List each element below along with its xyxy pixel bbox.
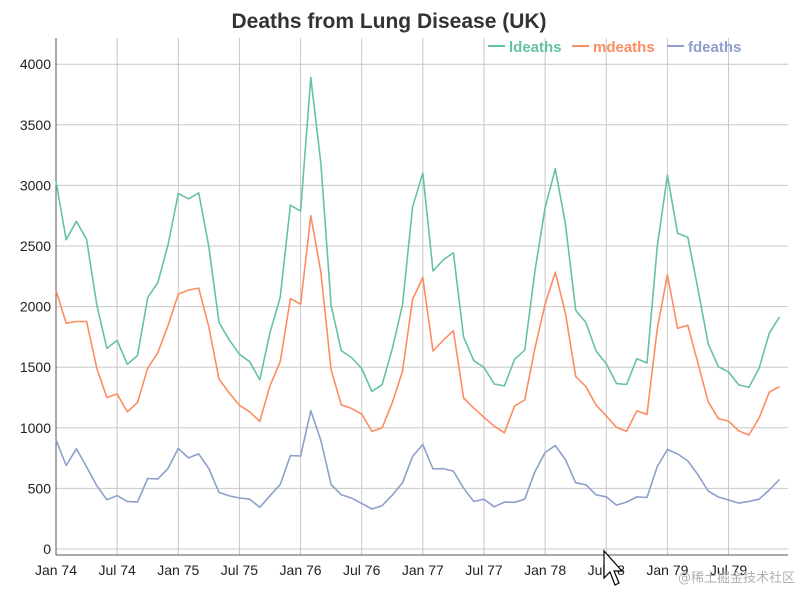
y-tick-label: 2500 xyxy=(20,238,51,254)
y-tick-label: 3000 xyxy=(20,177,51,193)
x-tick-label: Jan 74 xyxy=(35,562,77,578)
x-tick-label: Jul 75 xyxy=(221,562,259,578)
legend-label-mdeaths: mdeaths xyxy=(593,39,655,56)
legend-label-ldeaths: ldeaths xyxy=(509,39,562,56)
x-tick-label: Jul 76 xyxy=(343,562,381,578)
x-tick-label: Jul 74 xyxy=(98,562,136,578)
x-tick-label: Jan 79 xyxy=(646,562,688,578)
legend-label-fdeaths: fdeaths xyxy=(688,39,741,56)
gridlines xyxy=(55,38,788,555)
axes xyxy=(55,38,788,556)
series-line-fdeaths xyxy=(55,409,781,510)
legend: ldeaths mdeaths fdeaths xyxy=(488,39,741,56)
x-tick-label: Jan 78 xyxy=(524,562,566,578)
x-tick-label: Jul 77 xyxy=(465,562,503,578)
y-tick-label: 2000 xyxy=(20,299,51,315)
x-tick-label: Jul 79 xyxy=(710,562,748,578)
series-line-mdeaths xyxy=(55,214,780,436)
y-tick-label: 0 xyxy=(43,541,51,557)
series-lines xyxy=(55,76,781,510)
chart-title: Deaths from Lung Disease (UK) xyxy=(231,10,546,33)
mouse-cursor-icon xyxy=(603,549,624,586)
series-line-ldeaths xyxy=(55,76,781,393)
x-tick-labels: Jan 74 Jul 74 Jan 75 Jul 75 Jan 76 Jul 76 Jan … xyxy=(35,562,747,578)
y-tick-label: 500 xyxy=(28,480,52,496)
y-tick-label: 1000 xyxy=(20,420,51,436)
y-tick-label: 4000 xyxy=(20,56,51,72)
x-tick-label: Jan 77 xyxy=(402,562,444,578)
watermark: @稀土掘金技术社区 xyxy=(678,570,795,586)
y-tick-label: 1500 xyxy=(20,359,51,375)
x-tick-label: Jan 76 xyxy=(280,562,322,578)
y-tick-labels: 0 500 1000 1500 2000 2500 3000 3500 4000 xyxy=(20,56,51,557)
y-tick-label: 3500 xyxy=(20,117,51,133)
x-tick-label: Jan 75 xyxy=(157,562,199,578)
